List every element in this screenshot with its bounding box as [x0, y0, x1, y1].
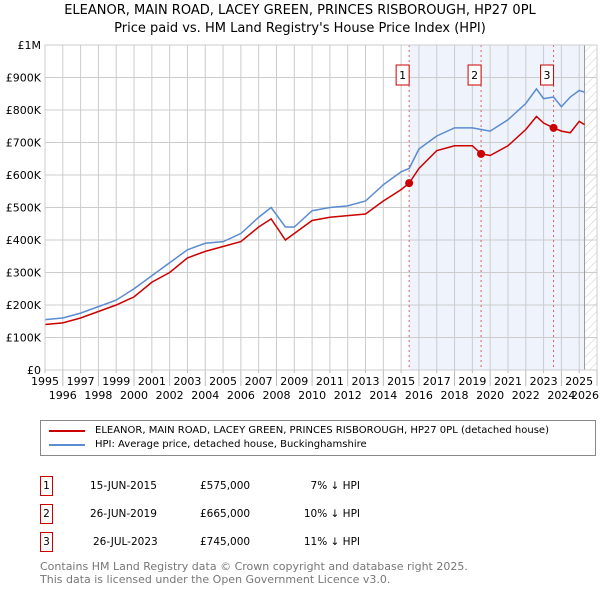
y-tick-label: £800K — [6, 104, 42, 117]
x-tick-label: 2023 — [530, 375, 558, 388]
footer: Contains HM Land Registry data © Crown c… — [40, 560, 468, 586]
x-tick-label: 2008 — [262, 389, 290, 402]
sale-point — [405, 179, 414, 188]
sale-row: 1 15-JUN-2015 £575,000 7% ↓ HPI — [40, 476, 440, 496]
sale-badge — [467, 64, 482, 86]
sale-badge-label: 1 — [399, 69, 406, 82]
y-tick-label: £700K — [6, 137, 42, 150]
x-tick-label: 2019 — [458, 375, 486, 388]
property-price-line — [44, 115, 585, 326]
sale-price: £745,000 — [200, 536, 251, 548]
x-tick-label: 2002 — [156, 389, 184, 402]
x-tick-label: 2013 — [352, 375, 380, 388]
x-tick-label: 1997 — [67, 375, 95, 388]
sale-price: £665,000 — [200, 508, 251, 520]
sale-date: 26-JUN-2019 — [90, 508, 157, 520]
chart-subtitle: Price paid vs. HM Land Registry's House … — [114, 21, 486, 36]
x-tick-label: 1996 — [49, 389, 77, 402]
x-tick-label: 2012 — [334, 389, 362, 402]
sale-hpi-diff: 10% ↓ HPI — [303, 508, 360, 520]
y-tick-label: £300K — [6, 267, 42, 280]
x-tick-label: 2021 — [494, 375, 522, 388]
x-tick-label: 1998 — [84, 389, 112, 402]
footer-line: This data is licensed under the Open Gov… — [40, 573, 391, 586]
sale-date: 26-JUL-2023 — [93, 536, 158, 548]
sale-badge-label: 3 — [544, 69, 551, 82]
x-tick-label: 2022 — [512, 389, 540, 402]
x-tick-label: 2018 — [441, 389, 469, 402]
legend-entry-property: ELEANOR, MAIN ROAD, LACEY GREEN, PRINCES… — [41, 424, 595, 438]
x-tick-label: 2006 — [227, 389, 255, 402]
hpi-line — [44, 87, 585, 321]
legend-label-hpi: HPI: Average price, detached house, Buck… — [95, 439, 367, 450]
sale-row-badge: 2 — [40, 504, 53, 524]
x-tick-label: 2014 — [369, 389, 397, 402]
sale-badge-label: 2 — [471, 69, 478, 82]
x-tick-label: 2004 — [191, 389, 219, 402]
x-tick-label: 2026 — [571, 389, 599, 402]
x-tick-label: 2005 — [209, 375, 237, 388]
plot-area: 1995199619971998199920002001200220032004… — [6, 39, 599, 402]
x-tick-label: 2017 — [423, 375, 451, 388]
sale-row-badge: 3 — [40, 532, 53, 552]
y-tick-label: £200K — [6, 299, 42, 312]
y-tick-label: £100K — [6, 332, 42, 345]
sale-row-badge: 1 — [40, 476, 53, 496]
sale-row: 2 26-JUN-2019 £665,000 10% ↓ HPI — [40, 504, 440, 524]
x-tick-label: 2007 — [245, 375, 273, 388]
y-tick-label: £0 — [27, 364, 41, 377]
y-tick-label: £1M — [18, 39, 42, 52]
x-tick-label: 2010 — [298, 389, 326, 402]
sale-date: 15-JUN-2015 — [90, 480, 157, 492]
sale-price: £575,000 — [200, 480, 251, 492]
legend-swatch-hpi — [49, 444, 85, 446]
plot-border — [44, 44, 598, 371]
legend-entry-hpi: HPI: Average price, detached house, Buck… — [41, 438, 595, 452]
legend: ELEANOR, MAIN ROAD, LACEY GREEN, PRINCES… — [40, 420, 596, 456]
x-tick-label: 2025 — [565, 375, 593, 388]
legend-swatch-property — [49, 430, 85, 432]
sale-hpi-diff: 7% ↓ HPI — [310, 480, 360, 492]
x-tick-label: 2011 — [316, 375, 344, 388]
x-tick-label: 2024 — [547, 389, 575, 402]
x-tick-label: 2003 — [173, 375, 201, 388]
y-tick-label: £400K — [6, 234, 42, 247]
x-tick-label: 2000 — [120, 389, 148, 402]
x-tick-label: 2009 — [280, 375, 308, 388]
y-tick-label: £600K — [6, 169, 42, 182]
footer-line: Contains HM Land Registry data © Crown c… — [40, 560, 468, 573]
sale-hpi-diff: 11% ↓ HPI — [303, 536, 360, 548]
sale-point — [477, 149, 486, 158]
sale-badge — [395, 64, 410, 86]
y-tick-label: £500K — [6, 202, 42, 215]
x-tick-label: 2015 — [387, 375, 415, 388]
y-tick-label: £900K — [6, 72, 42, 85]
legend-label-property: ELEANOR, MAIN ROAD, LACEY GREEN, PRINCES… — [95, 425, 549, 436]
sale-row: 3 26-JUL-2023 £745,000 11% ↓ HPI — [40, 532, 440, 552]
x-tick-label: 2016 — [405, 389, 433, 402]
sale-point — [549, 123, 558, 132]
x-tick-label: 2020 — [476, 389, 504, 402]
chart-title: ELEANOR, MAIN ROAD, LACEY GREEN, PRINCES… — [64, 3, 536, 18]
x-tick-label: 2001 — [138, 375, 166, 388]
x-tick-label: 1995 — [31, 375, 59, 388]
x-tick-label: 1999 — [102, 375, 130, 388]
sale-badge — [540, 64, 555, 86]
